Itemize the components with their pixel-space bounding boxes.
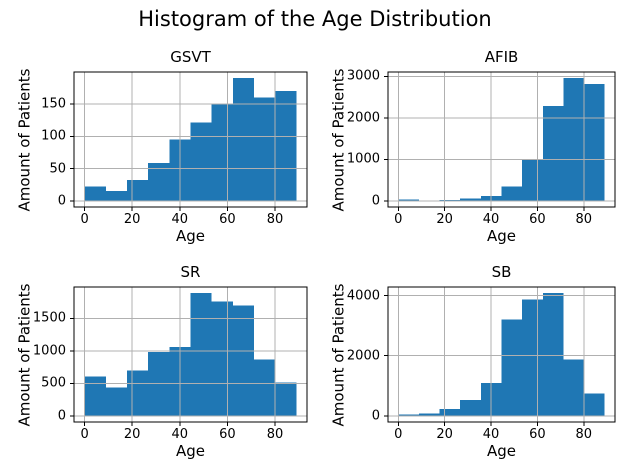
x-tick-label: 0 bbox=[80, 212, 89, 227]
y-axis-label: Amount of Patients bbox=[329, 283, 347, 426]
x-tick-label: 80 bbox=[266, 427, 284, 442]
y-tick-label: 150 bbox=[41, 96, 66, 112]
x-tick-label: 0 bbox=[80, 427, 89, 442]
y-axis-label-text: Amount of Patients bbox=[15, 68, 34, 211]
axes-border bbox=[387, 71, 616, 208]
histogram-bar bbox=[254, 359, 276, 416]
histogram-bar bbox=[84, 376, 106, 416]
histogram-bar bbox=[501, 186, 523, 201]
histogram-bar bbox=[398, 414, 419, 416]
histogram-bar bbox=[254, 97, 276, 201]
subplot-title: SR bbox=[180, 263, 201, 281]
subplot-gsvt: GSVT Age Amount of Patients 0 20 40 60 80 0 50 100… bbox=[15, 48, 308, 244]
histogram-bar bbox=[584, 393, 605, 416]
x-tick-label: 20 bbox=[123, 427, 141, 442]
histogram-bar bbox=[398, 199, 419, 201]
histogram-bar bbox=[439, 408, 461, 416]
y-tick-label: 1000 bbox=[32, 343, 66, 359]
subplot-title: SB bbox=[491, 263, 512, 281]
histogram-bar bbox=[126, 370, 149, 416]
histogram-bar bbox=[232, 78, 255, 201]
x-tick-label: 60 bbox=[219, 427, 236, 442]
plot-area bbox=[70, 286, 308, 426]
histogram-bar bbox=[190, 122, 212, 201]
plot-area bbox=[384, 71, 616, 211]
y-tick-label: 3000 bbox=[346, 68, 380, 84]
y-tick-label: 0 bbox=[371, 193, 380, 209]
histogram-bar bbox=[460, 400, 481, 416]
x-tick-label: 60 bbox=[219, 212, 236, 227]
x-axis-label: Age bbox=[486, 227, 516, 245]
x-tick-label: 80 bbox=[575, 212, 593, 227]
y-tick-label: 1000 bbox=[346, 151, 380, 167]
x-tick-label: 20 bbox=[123, 212, 141, 227]
subplot-title: GSVT bbox=[170, 48, 211, 66]
x-axis-label: Age bbox=[175, 442, 205, 460]
y-axis-label: Amount of Patients bbox=[15, 68, 33, 211]
histogram-bar bbox=[522, 158, 543, 201]
histogram-bar bbox=[542, 105, 564, 201]
histogram-bar bbox=[542, 292, 564, 416]
y-axis-label: Amount of Patients bbox=[15, 283, 33, 426]
histogram-bar bbox=[105, 387, 127, 416]
y-axis-label-text: Amount of Patients bbox=[15, 283, 34, 426]
subplot-title: AFIB bbox=[484, 48, 519, 66]
x-tick-label: 20 bbox=[436, 427, 453, 442]
x-tick-label: 40 bbox=[482, 212, 500, 227]
x-tick-label: 60 bbox=[529, 212, 546, 227]
y-axis-label: Amount of Patients bbox=[329, 68, 347, 211]
histogram-bar bbox=[105, 191, 127, 201]
histogram-bar bbox=[148, 352, 170, 416]
y-tick-label: 0 bbox=[371, 408, 380, 424]
histogram-bar bbox=[418, 413, 440, 416]
y-tick-label: 2000 bbox=[346, 348, 380, 364]
subplot-afib: AFIB Age Amount of Patients 0 20 40 60 80 0 1000 2… bbox=[329, 48, 616, 244]
histogram-bar bbox=[275, 91, 297, 201]
x-tick-label: 60 bbox=[529, 427, 546, 442]
plot-area bbox=[384, 286, 616, 426]
x-axis-label: Age bbox=[486, 442, 516, 460]
x-tick-label: 40 bbox=[482, 427, 500, 442]
histogram-bar bbox=[563, 359, 585, 416]
y-tick-label: 2000 bbox=[346, 110, 380, 126]
histogram-bar bbox=[190, 293, 212, 416]
axes-border bbox=[73, 71, 308, 208]
histogram-bar bbox=[563, 78, 585, 201]
y-tick-label: 1500 bbox=[32, 310, 66, 326]
x-tick-label: 40 bbox=[171, 427, 189, 442]
axes-border bbox=[73, 286, 308, 423]
y-tick-label: 50 bbox=[49, 161, 66, 177]
subplot-sr: SR Age Amount of Patients 0 20 40 60 80 0 500 1000… bbox=[15, 263, 308, 459]
histogram-bar bbox=[522, 299, 543, 416]
figure-title: Histogram of the Age Distribution bbox=[138, 7, 492, 31]
histogram-bar bbox=[584, 83, 605, 201]
histogram-bar bbox=[501, 319, 523, 416]
histogram-bar bbox=[84, 186, 106, 201]
y-tick-label: 0 bbox=[57, 193, 66, 209]
histogram-bar bbox=[439, 199, 461, 201]
x-tick-label: 40 bbox=[171, 212, 189, 227]
y-axis-label-text: Amount of Patients bbox=[329, 68, 348, 211]
axes-border bbox=[387, 286, 616, 423]
subplot-sb: SB Age Amount of Patients 0 20 40 60 80 0 2000 400… bbox=[329, 263, 616, 459]
histogram-bar bbox=[232, 305, 255, 416]
histogram-bar bbox=[126, 180, 149, 201]
histogram-bar bbox=[460, 198, 481, 201]
y-tick-label: 0 bbox=[57, 408, 66, 424]
plot-area bbox=[70, 71, 308, 211]
y-tick-label: 500 bbox=[41, 375, 66, 391]
x-axis-label: Age bbox=[175, 227, 205, 245]
x-tick-label: 0 bbox=[394, 212, 403, 227]
y-tick-label: 4000 bbox=[346, 288, 380, 304]
y-tick-label: 100 bbox=[41, 128, 66, 144]
histogram-bar bbox=[211, 103, 233, 201]
x-tick-label: 80 bbox=[266, 212, 284, 227]
histogram-bar bbox=[148, 162, 170, 201]
x-tick-label: 20 bbox=[436, 212, 453, 227]
y-axis-label-text: Amount of Patients bbox=[329, 283, 348, 426]
x-tick-label: 0 bbox=[394, 427, 403, 442]
x-tick-label: 80 bbox=[575, 427, 593, 442]
histogram-bar bbox=[275, 382, 297, 416]
